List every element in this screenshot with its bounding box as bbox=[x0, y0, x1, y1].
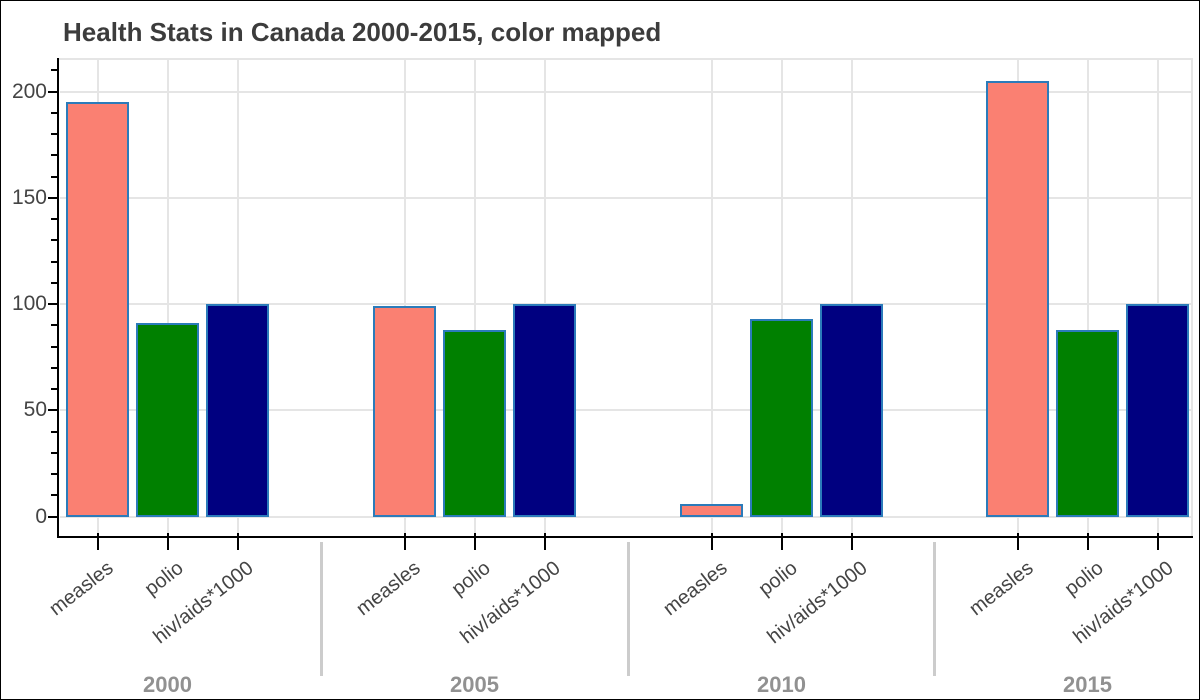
y-minor-tick bbox=[51, 430, 58, 433]
y-minor-tick bbox=[51, 260, 58, 263]
x-tick bbox=[166, 533, 169, 550]
v-gridline bbox=[236, 60, 239, 536]
v-gridline bbox=[1086, 60, 1089, 536]
y-tick-label: 0 bbox=[35, 504, 47, 528]
h-gridline bbox=[60, 90, 1191, 93]
y-minor-tick bbox=[51, 218, 58, 221]
y-minor-tick bbox=[51, 154, 58, 157]
x-tick bbox=[236, 533, 239, 550]
chart-title: Health Stats in Canada 2000-2015, color … bbox=[63, 17, 662, 47]
v-gridline bbox=[473, 60, 476, 536]
y-tick-label: 200 bbox=[11, 79, 47, 103]
bar-hiv-aids-1000-2010 bbox=[820, 304, 883, 517]
plot-area bbox=[58, 58, 1193, 538]
h-gridline bbox=[60, 303, 1191, 306]
y-minor-tick bbox=[51, 366, 58, 369]
bar-measles-2015 bbox=[986, 81, 1049, 517]
v-gridline bbox=[850, 60, 853, 536]
x-axis-line bbox=[57, 536, 1193, 538]
y-minor-tick bbox=[51, 111, 58, 114]
y-tick-label: 100 bbox=[11, 292, 47, 316]
v-gridline bbox=[166, 60, 169, 536]
y-major-tick bbox=[48, 409, 58, 412]
group-separator bbox=[319, 542, 323, 676]
y-minor-tick bbox=[51, 281, 58, 284]
y-major-tick bbox=[48, 90, 58, 93]
v-gridline bbox=[710, 60, 713, 536]
bar-polio-2000 bbox=[136, 323, 199, 517]
bar-measles-2010 bbox=[680, 503, 743, 517]
bar-polio-2015 bbox=[1056, 329, 1119, 517]
y-minor-tick bbox=[51, 473, 58, 476]
bar-hiv-aids-1000-2000 bbox=[206, 304, 269, 517]
v-gridline bbox=[403, 60, 406, 536]
x-tick bbox=[473, 533, 476, 550]
v-gridline bbox=[1156, 60, 1159, 536]
y-minor-tick bbox=[51, 175, 58, 178]
x-tick bbox=[1156, 533, 1159, 550]
bar-polio-2010 bbox=[750, 319, 813, 517]
group-label-2010: 2010 bbox=[757, 672, 806, 697]
y-minor-tick bbox=[51, 451, 58, 454]
y-tick-label: 150 bbox=[11, 185, 47, 209]
y-minor-tick bbox=[51, 324, 58, 327]
bar-measles-2000 bbox=[66, 102, 129, 517]
y-major-tick bbox=[48, 515, 58, 518]
x-tick bbox=[780, 533, 783, 550]
y-minor-tick bbox=[51, 133, 58, 136]
h-gridline bbox=[60, 409, 1191, 412]
x-tick bbox=[543, 533, 546, 550]
bar-hiv-aids-1000-2015 bbox=[1126, 304, 1189, 517]
group-label-2005: 2005 bbox=[450, 672, 499, 697]
v-gridline bbox=[780, 60, 783, 536]
y-minor-tick bbox=[51, 388, 58, 391]
y-minor-tick bbox=[51, 345, 58, 348]
y-minor-tick bbox=[51, 69, 58, 72]
y-minor-tick bbox=[51, 239, 58, 242]
x-tick bbox=[1086, 533, 1089, 550]
bar-polio-2005 bbox=[443, 329, 506, 517]
x-tick bbox=[850, 533, 853, 550]
h-gridline bbox=[60, 515, 1191, 518]
group-separator bbox=[933, 542, 936, 676]
y-tick-label: 50 bbox=[23, 398, 47, 422]
group-label-2000: 2000 bbox=[143, 672, 192, 697]
y-major-tick bbox=[48, 303, 58, 306]
y-major-tick bbox=[48, 196, 58, 199]
y-minor-tick bbox=[51, 494, 58, 497]
x-tick bbox=[1016, 533, 1019, 550]
x-tick bbox=[403, 533, 406, 550]
bar-hiv-aids-1000-2005 bbox=[513, 304, 576, 517]
x-tick bbox=[96, 533, 99, 550]
group-label-2015: 2015 bbox=[1063, 672, 1112, 697]
y-axis-line bbox=[57, 58, 59, 538]
x-tick bbox=[710, 533, 713, 550]
h-gridline bbox=[60, 196, 1191, 199]
v-gridline bbox=[543, 60, 546, 536]
group-separator bbox=[626, 542, 630, 676]
bar-measles-2005 bbox=[373, 306, 436, 517]
